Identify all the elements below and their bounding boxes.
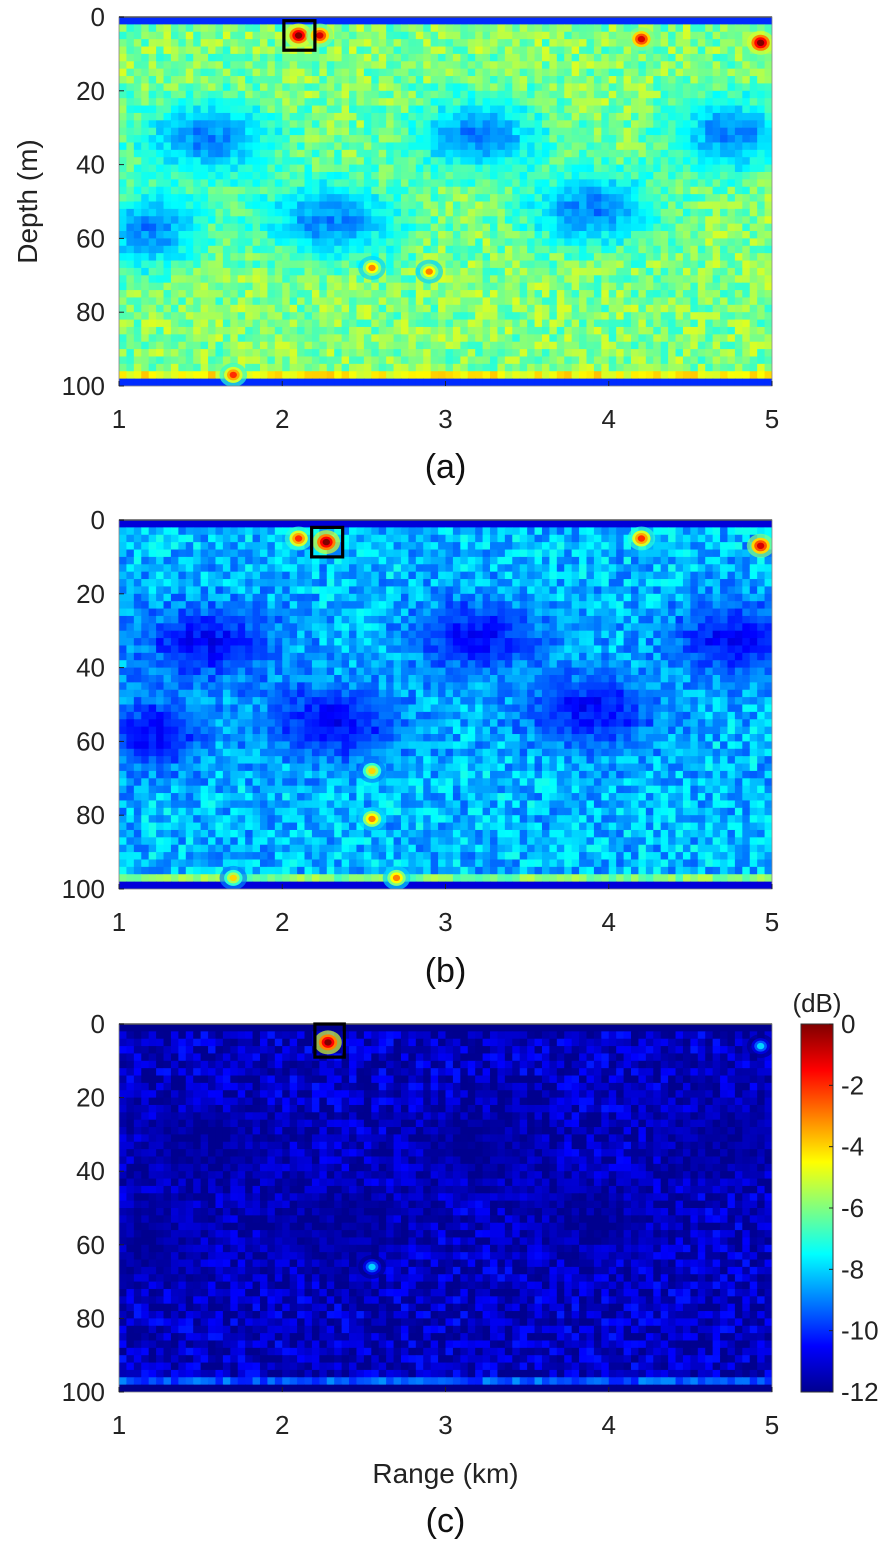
- x-tick-label: 5: [765, 907, 779, 937]
- target-box: [310, 525, 345, 559]
- intensity-peak: [312, 530, 341, 555]
- intensity-peak: [746, 533, 772, 558]
- x-tick-label: 4: [602, 907, 616, 937]
- y-tick-label: 80: [76, 297, 105, 327]
- colorbar-tick-label: -12: [841, 1377, 879, 1407]
- intensity-peak: [219, 362, 248, 386]
- y-tick-label: 20: [76, 1083, 105, 1113]
- intensity-peak: [306, 23, 334, 48]
- colorbar-tick-label: -8: [841, 1254, 864, 1284]
- colorbar-tick-label: -4: [841, 1132, 864, 1162]
- y-tick-label: 40: [76, 150, 105, 180]
- x-axis-label: Range (km): [372, 1458, 518, 1489]
- y-tick-label: 100: [62, 1377, 105, 1407]
- colorbar: 0 -2 -4 -6 -8 -10 -12 (dB): [792, 988, 878, 1407]
- x-tick-label: 1: [112, 404, 126, 434]
- intensity-peak: [358, 255, 386, 280]
- y-tick-label: 80: [76, 800, 105, 830]
- x-tick-label: 2: [275, 404, 289, 434]
- y-tick-label: 100: [62, 371, 105, 401]
- intensity-peak: [415, 259, 444, 284]
- colorbar-tick-label: -2: [841, 1070, 864, 1100]
- target-box: [282, 19, 317, 52]
- y-tick-label: 80: [76, 1303, 105, 1333]
- intensity-field: [119, 520, 772, 889]
- intensity-peak: [746, 1034, 772, 1059]
- panel-tag: (b): [425, 952, 467, 990]
- intensity-peak: [358, 1254, 386, 1279]
- intensity-field: [119, 1024, 772, 1392]
- intensity-peak: [358, 758, 386, 783]
- x-tick-label: 4: [602, 404, 616, 434]
- y-tick-label: 0: [91, 1009, 105, 1039]
- intensity-peak: [627, 27, 656, 52]
- panel-tag: (c): [426, 1502, 466, 1540]
- y-tick-label: 60: [76, 223, 105, 253]
- panel-tag: (a): [425, 448, 467, 486]
- y-tick-label: 60: [76, 726, 105, 756]
- x-tick-label: 3: [438, 1410, 452, 1440]
- intensity-peak: [358, 806, 386, 831]
- colorbar-tick-label: 0: [841, 1009, 855, 1039]
- intensity-field: [119, 17, 772, 386]
- x-tick-label: 3: [438, 907, 452, 937]
- y-tick-label: 0: [91, 2, 105, 32]
- y-axis-label: Depth (m): [12, 139, 43, 263]
- colorbar-tick-label: -6: [841, 1193, 864, 1223]
- x-tick-label: 3: [438, 404, 452, 434]
- x-tick-label: 4: [602, 1410, 616, 1440]
- colorbar-gradient: [800, 1023, 834, 1393]
- x-tick-label: 1: [112, 1410, 126, 1440]
- x-tick-label: 2: [275, 1410, 289, 1440]
- intensity-peak: [746, 30, 772, 55]
- intensity-peak: [284, 526, 313, 551]
- colorbar-unit-label: (dB): [792, 988, 841, 1018]
- intensity-peak: [314, 1030, 342, 1055]
- y-tick-label: 40: [76, 1156, 105, 1186]
- y-tick-label: 20: [76, 76, 105, 106]
- y-tick-label: 60: [76, 1230, 105, 1260]
- target-box: [313, 1022, 346, 1059]
- intensity-peak: [382, 865, 411, 889]
- y-tick-label: 20: [76, 579, 105, 609]
- colorbar-tick-label: -10: [841, 1316, 879, 1346]
- x-tick-label: 5: [765, 1410, 779, 1440]
- y-tick-label: 40: [76, 653, 105, 683]
- x-tick-label: 1: [112, 907, 126, 937]
- y-tick-label: 100: [62, 874, 105, 904]
- x-tick-label: 2: [275, 907, 289, 937]
- intensity-peak: [627, 526, 656, 551]
- y-tick-label: 0: [91, 505, 105, 535]
- x-tick-label: 5: [765, 404, 779, 434]
- intensity-peak: [284, 23, 313, 48]
- intensity-peak: [219, 865, 248, 889]
